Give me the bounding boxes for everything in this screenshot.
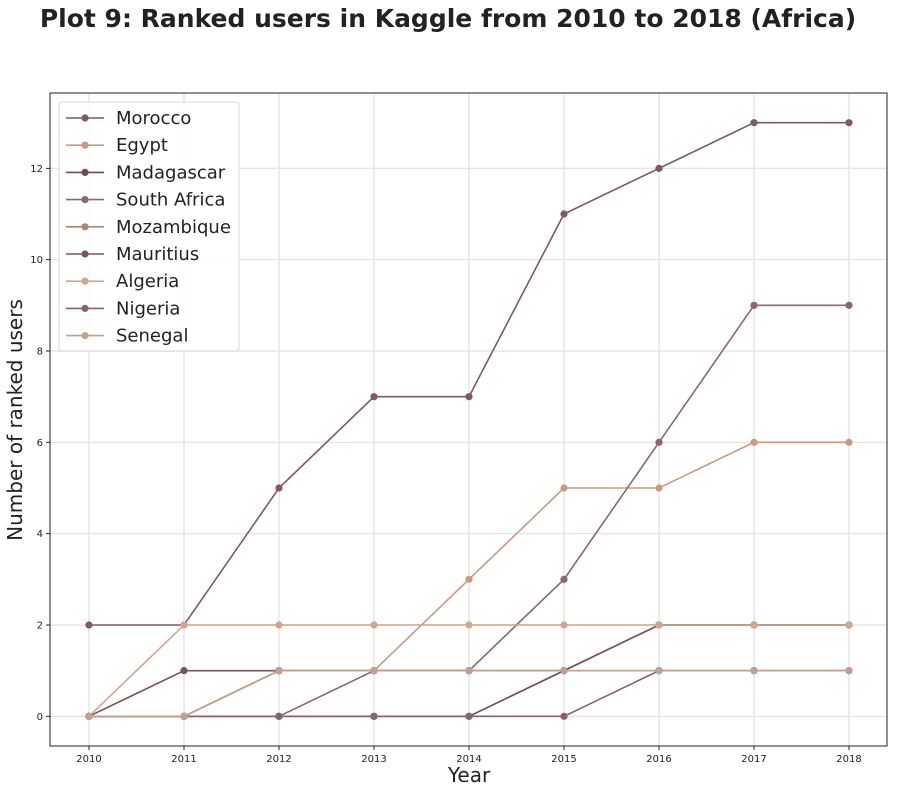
data-point-morocco <box>560 210 568 218</box>
data-point-morocco <box>750 119 758 127</box>
x-tick-label: 2015 <box>551 754 576 765</box>
legend-label: Senegal <box>116 326 188 347</box>
legend-label: Mauritius <box>116 244 199 265</box>
data-point-morocco <box>655 164 663 172</box>
legend-label: Nigeria <box>116 298 180 319</box>
legend-swatch-marker <box>81 223 89 231</box>
y-tick-label: 0 <box>37 712 43 723</box>
data-point-egypt <box>845 438 853 446</box>
axes: 0 2 4 6 8 10 12 2010 2011 2012 2013 2014 2015 2016 201… <box>30 164 861 765</box>
data-point-morocco <box>465 393 473 401</box>
data-point-morocco <box>845 119 853 127</box>
data-point-algeria <box>560 621 568 629</box>
y-tick-label: 8 <box>37 347 43 358</box>
legend-entry-morocco: Morocco <box>66 108 191 129</box>
data-point-algeria <box>845 621 853 629</box>
data-point-senegal <box>370 667 378 675</box>
legend-entry-egypt: Egypt <box>66 135 168 156</box>
data-point-senegal <box>560 667 568 675</box>
series-algeria <box>85 621 853 720</box>
legend-swatch-marker <box>81 332 89 340</box>
data-point-nigeria <box>370 712 378 720</box>
legend-entry-senegal: Senegal <box>66 326 188 347</box>
y-axis-label: Number of ranked users <box>3 299 27 541</box>
data-point-south-africa <box>655 438 663 446</box>
data-point-nigeria <box>560 712 568 720</box>
data-point-nigeria <box>275 712 283 720</box>
series-layer <box>85 119 853 720</box>
data-point-algeria <box>750 621 758 629</box>
x-tick-label: 2013 <box>361 754 386 765</box>
series-senegal <box>85 667 853 720</box>
legend-swatch-marker <box>81 141 89 149</box>
data-point-morocco <box>85 621 93 629</box>
y-tick-label: 10 <box>30 255 43 266</box>
data-point-nigeria <box>465 712 473 720</box>
legend-label: South Africa <box>116 190 225 211</box>
legend-swatch-marker <box>81 277 89 285</box>
y-tick-label: 2 <box>37 620 43 631</box>
data-point-senegal <box>85 712 93 720</box>
legend-entry-south-africa: South Africa <box>66 190 225 211</box>
legend-entry-mauritius: Mauritius <box>66 244 199 265</box>
data-point-senegal <box>655 667 663 675</box>
legend-swatch-marker <box>81 250 89 258</box>
data-point-senegal <box>180 712 188 720</box>
y-tick-label: 12 <box>30 164 43 175</box>
legend-label: Algeria <box>116 271 179 292</box>
legend-entry-madagascar: Madagascar <box>66 162 226 183</box>
data-point-south-africa <box>750 301 758 309</box>
data-point-senegal <box>275 667 283 675</box>
data-point-mauritius <box>180 667 188 675</box>
data-point-south-africa <box>560 575 568 583</box>
series-morocco <box>85 119 853 629</box>
data-point-egypt <box>655 484 663 492</box>
y-tick-label: 6 <box>37 438 43 449</box>
data-point-morocco <box>275 484 283 492</box>
data-point-algeria <box>655 621 663 629</box>
x-tick-label: 2010 <box>76 754 101 765</box>
data-point-senegal <box>465 667 473 675</box>
legend-swatch-marker <box>81 114 89 122</box>
x-tick-label: 2016 <box>646 754 671 765</box>
data-point-algeria <box>180 621 188 629</box>
legend-entry-mozambique: Mozambique <box>66 217 231 238</box>
data-point-egypt <box>560 484 568 492</box>
legend-entry-nigeria: Nigeria <box>66 298 180 319</box>
legend-label: Morocco <box>116 108 191 129</box>
chart-title: Plot 9: Ranked users in Kaggle from 2010… <box>40 4 856 33</box>
x-tick-label: 2012 <box>266 754 291 765</box>
data-point-south-africa <box>845 301 853 309</box>
data-point-egypt <box>465 575 473 583</box>
legend-entry-algeria: Algeria <box>66 271 179 292</box>
legend-label: Egypt <box>116 135 168 156</box>
y-tick-label: 4 <box>37 529 43 540</box>
legend-swatch-marker <box>81 304 89 312</box>
data-point-senegal <box>750 667 758 675</box>
legend-swatch-marker <box>81 168 89 176</box>
data-point-morocco <box>370 393 378 401</box>
x-axis-label: Year <box>447 763 491 787</box>
data-point-egypt <box>750 438 758 446</box>
legend: Morocco Egypt Madagascar South Africa Mozamb… <box>58 101 240 352</box>
legend-box <box>58 101 240 352</box>
x-tick-label: 2014 <box>456 754 481 765</box>
legend-label: Mozambique <box>116 217 231 238</box>
x-tick-label: 2018 <box>836 754 861 765</box>
data-point-senegal <box>845 667 853 675</box>
legend-swatch-marker <box>81 196 89 204</box>
data-point-algeria <box>465 621 473 629</box>
x-tick-label: 2017 <box>741 754 766 765</box>
x-tick-label: 2011 <box>171 754 196 765</box>
data-point-algeria <box>275 621 283 629</box>
legend-label: Madagascar <box>116 162 226 183</box>
data-point-algeria <box>370 621 378 629</box>
